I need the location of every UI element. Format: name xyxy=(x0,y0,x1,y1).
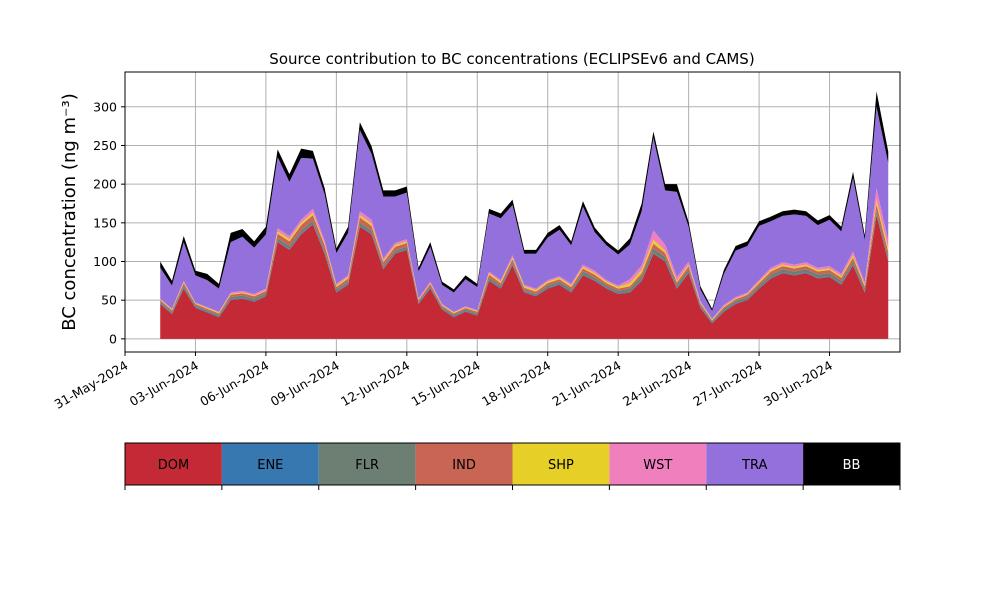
legend-label-shp: SHP xyxy=(548,458,574,473)
x-tick-label: 09-Jun-2024 xyxy=(268,358,342,409)
legend-label-bb: BB xyxy=(843,458,861,473)
x-tick-label: 30-Jun-2024 xyxy=(761,358,835,409)
legend: DOM ENE FLR IND SHP WST TRA BB xyxy=(124,442,901,490)
legend-label-flr: FLR xyxy=(355,458,379,473)
x-tick-label: 18-Jun-2024 xyxy=(479,358,553,409)
x-tick-label: 06-Jun-2024 xyxy=(197,358,271,409)
legend-label-ene: ENE xyxy=(257,458,283,473)
y-tick-label: 300 xyxy=(93,99,117,114)
y-tick-label: 250 xyxy=(93,138,117,153)
y-tick-label: 50 xyxy=(101,293,117,308)
legend-swatch-bb xyxy=(803,443,900,485)
legend-swatch-ene xyxy=(221,443,319,485)
x-tick-label: 03-Jun-2024 xyxy=(127,358,201,409)
legend-label-ind: IND xyxy=(452,458,476,473)
plot-frame xyxy=(124,71,901,353)
stacked-areas xyxy=(160,91,889,339)
legend-swatch-wst xyxy=(609,443,707,485)
y-tick-label: 200 xyxy=(93,177,117,192)
legend-label-wst: WST xyxy=(643,458,672,473)
x-tick-label: 24-Jun-2024 xyxy=(620,358,694,409)
legend-label-tra: TRA xyxy=(741,458,767,473)
axis-ticks: 0 50 100 150 200 250 300 31-May-202403-Jun-2024… xyxy=(52,99,835,411)
area-tra xyxy=(160,106,889,319)
legend-swatch-ind xyxy=(415,443,513,485)
legend-swatch-tra xyxy=(706,443,804,485)
y-tick-label: 150 xyxy=(93,215,117,230)
y-tick-label: 100 xyxy=(93,254,117,269)
x-tick-label: 12-Jun-2024 xyxy=(338,358,412,409)
y-tick-label: 0 xyxy=(109,331,117,346)
legend-swatch-flr xyxy=(318,443,416,485)
x-tick-label: 21-Jun-2024 xyxy=(550,358,624,409)
x-tick-label: 27-Jun-2024 xyxy=(690,358,764,409)
y-axis-label: BC concentration (ng m⁻³) xyxy=(59,93,80,331)
legend-label-dom: DOM xyxy=(158,458,189,473)
legend-swatch-dom xyxy=(125,443,222,485)
area-dom xyxy=(160,215,889,339)
legend-swatch-shp xyxy=(512,443,610,485)
chart-title: Source contribution to BC concentrations… xyxy=(269,50,754,68)
x-tick-label: 31-May-2024 xyxy=(52,358,131,412)
x-tick-label: 15-Jun-2024 xyxy=(409,358,483,409)
